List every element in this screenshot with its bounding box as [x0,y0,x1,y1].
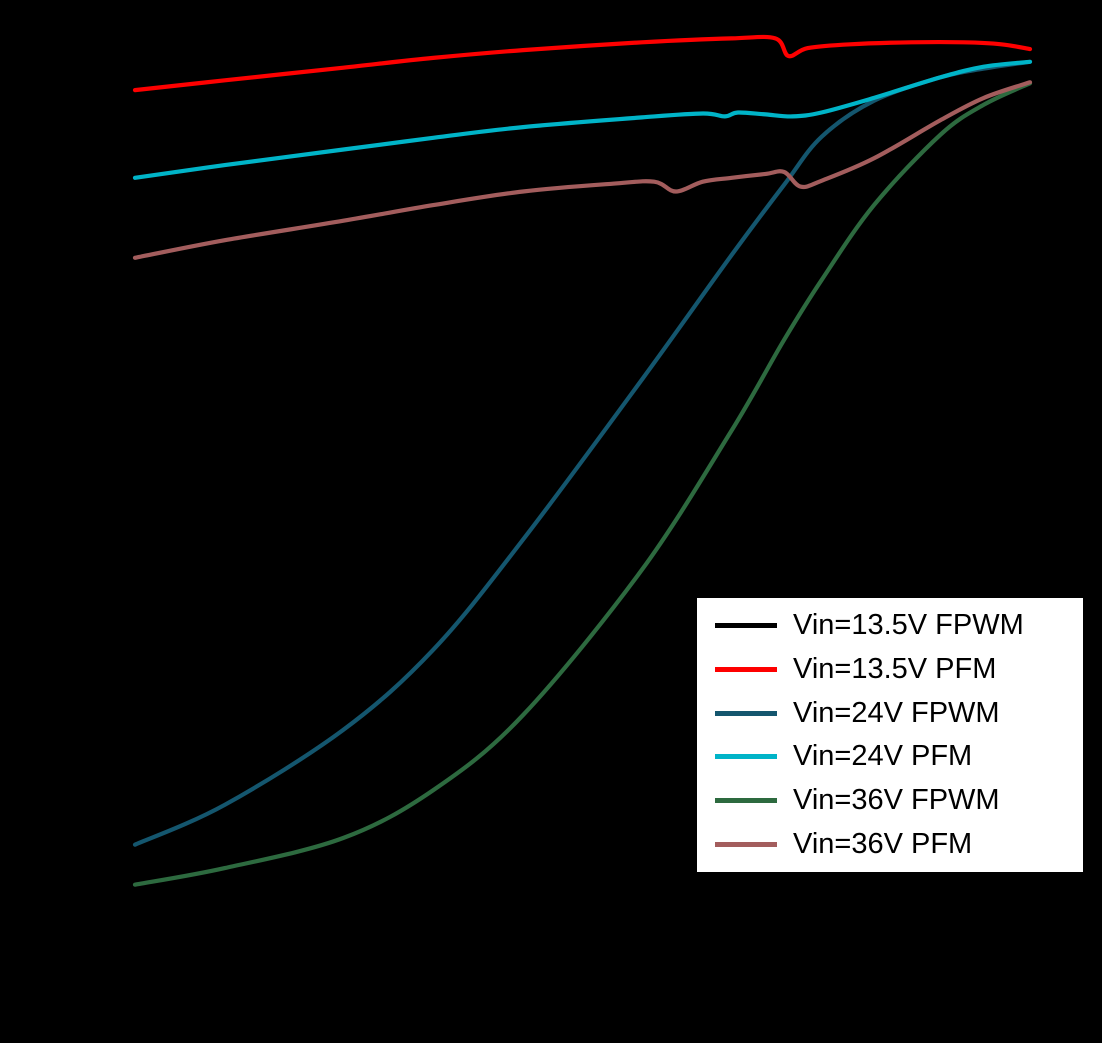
legend-item: Vin=24V PFM [697,737,1083,777]
series-line-vin-24v-pfm [132,59,1033,180]
chart-legend: Vin=13.5V FPWM Vin=13.5V PFM Vin=24V FPW… [695,596,1085,874]
legend-swatch-24v-fpwm [715,710,777,716]
legend-item: Vin=36V PFM [697,824,1083,864]
legend-item: Vin=24V FPWM [697,693,1083,733]
legend-item: Vin=13.5V FPWM [697,606,1083,646]
legend-label: Vin=24V PFM [793,740,973,773]
series-line-vin-13-5v-fpwm [132,46,1033,749]
legend-label: Vin=36V PFM [793,827,973,860]
legend-item: Vin=36V FPWM [697,780,1083,820]
series-line-vin-36v-fpwm [132,81,1033,887]
legend-label: Vin=24V FPWM [793,696,1000,729]
legend-swatch-36v-pfm [715,841,777,847]
series-line-vin-13-5v-pfm [132,34,1033,93]
series-line-vin-36v-pfm [132,80,1033,260]
legend-item: Vin=13.5V PFM [697,649,1083,689]
legend-label: Vin=13.5V FPWM [793,609,1024,642]
legend-swatch-24v-pfm [715,754,777,760]
legend-swatch-13v5-fpwm [715,623,777,629]
legend-label: Vin=13.5V PFM [793,652,997,685]
legend-swatch-13v5-pfm [715,666,777,672]
legend-label: Vin=36V FPWM [793,783,1000,816]
legend-swatch-36v-fpwm [715,797,777,803]
